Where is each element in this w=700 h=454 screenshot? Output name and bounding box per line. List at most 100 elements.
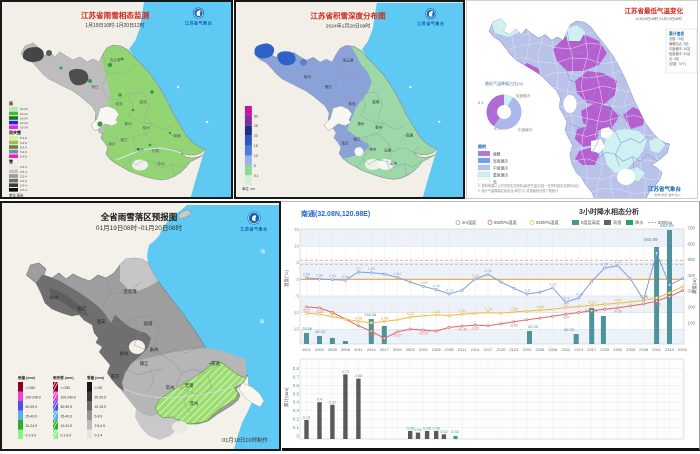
svg-text:泰州: 泰州: [150, 346, 159, 352]
svg-text:连云港: 连云港: [123, 288, 137, 295]
svg-text:2024年1月20日08时: 2024年1月20日08时: [326, 23, 371, 30]
svg-text:5-9.9: 5-9.9: [20, 136, 27, 140]
svg-text:10-24.9: 10-24.9: [26, 424, 38, 428]
svg-text:10: 10: [254, 154, 258, 158]
svg-text:0.02: 0.02: [440, 430, 447, 434]
svg-text:盐城: 盐城: [372, 99, 380, 104]
svg-text:2002: 2002: [315, 347, 325, 352]
svg-text:-8.85: -8.85: [510, 323, 518, 327]
svg-text:单位: cm: 单位: cm: [242, 186, 255, 191]
svg-text:200: 200: [688, 305, 696, 310]
svg-text:0.06: 0.06: [423, 426, 430, 430]
svg-text:10-24: 10-24: [20, 107, 28, 111]
svg-text:400: 400: [688, 273, 696, 278]
svg-text:0.68: 0.68: [355, 374, 362, 378]
svg-text:2. 统计气温降幅达标站点(单位°C) 并按级别分类个数统计: 2. 统计气温降幅达标站点(单位°C) 并按级别分类个数统计: [478, 188, 559, 193]
svg-text:2117: 2117: [484, 347, 493, 352]
svg-text:0: 0: [296, 434, 299, 439]
svg-text:扬州: 扬州: [120, 350, 129, 357]
svg-text:无锡: 无锡: [185, 382, 194, 389]
svg-text:-6.58: -6.58: [354, 317, 362, 321]
svg-text:雨雪: 雨雪: [613, 220, 621, 226]
svg-text:2305: 2305: [626, 347, 636, 352]
svg-text:20-29.9: 20-29.9: [95, 395, 107, 399]
svg-text:2.5-4.9: 2.5-4.9: [95, 424, 106, 428]
svg-text:-5.27: -5.27: [302, 308, 310, 312]
svg-text:50-99.9: 50-99.9: [61, 405, 73, 409]
svg-text:南京: 南京: [108, 141, 116, 146]
svg-text:常州: 常州: [136, 147, 144, 152]
svg-text:49.33: 49.33: [315, 329, 326, 334]
svg-text:1.55: 1.55: [601, 263, 608, 267]
svg-text:0.3: 0.3: [293, 408, 300, 413]
svg-text:-9.85: -9.85: [471, 327, 479, 331]
svg-text:10-24: 10-24: [20, 116, 28, 120]
svg-text:-8.8: -8.8: [563, 316, 569, 320]
svg-text:0.06: 0.06: [407, 426, 414, 430]
svg-text:重度偏冷: 重度偏冷: [493, 172, 508, 177]
svg-text:2208: 2208: [548, 347, 558, 352]
svg-text:雨量 (mm): 雨量 (mm): [18, 375, 36, 380]
svg-text:-4.36: -4.36: [639, 296, 647, 300]
svg-text:2.5-4: 2.5-4: [20, 179, 27, 183]
svg-text:中度偏冷: 36站: 中度偏冷: 36站: [669, 46, 691, 51]
svg-text:单位:毫米: 单位:毫米: [9, 193, 24, 197]
svg-text:海: 海: [259, 318, 264, 325]
svg-text:-5.22: -5.22: [315, 309, 323, 313]
svg-text:-5.4: -5.4: [563, 297, 570, 301]
svg-text:-2.8: -2.8: [524, 288, 531, 292]
svg-text:0.16: 0.16: [342, 275, 349, 279]
svg-text:雨夹雪 (mm): 雨夹雪 (mm): [53, 375, 74, 380]
svg-text:-7.41: -7.41: [458, 309, 466, 313]
svg-text:0.7: 0.7: [293, 374, 300, 379]
svg-text:苏州: 苏州: [157, 161, 165, 166]
svg-text:0.73: 0.73: [342, 370, 349, 374]
svg-text:-4.48: -4.48: [574, 292, 583, 296]
svg-text:2.5-4: 2.5-4: [20, 174, 27, 178]
svg-text:-4.86: -4.86: [652, 303, 660, 307]
svg-text:偏暖: 偏暖: [493, 151, 501, 156]
svg-text:~南通: ~南通: [171, 133, 181, 138]
svg-text:5-9.9: 5-9.9: [20, 145, 27, 149]
svg-text:盐城: 盐城: [144, 320, 153, 327]
svg-text:累计信息: 累计信息: [669, 31, 684, 36]
svg-text:0.4: 0.4: [293, 400, 300, 405]
svg-text:镇江: 镇江: [140, 360, 149, 367]
svg-text:2008: 2008: [341, 347, 351, 352]
svg-text:-5: -5: [295, 293, 299, 298]
svg-text:泰州: 泰州: [142, 125, 150, 130]
svg-text:温度(°C): 温度(°C): [283, 269, 290, 287]
svg-text:5: 5: [254, 164, 256, 168]
svg-text:制作:朱晓 发布:蒋义: 制作:朱晓 发布:蒋义: [654, 192, 681, 197]
svg-text:300: 300: [688, 289, 696, 294]
svg-text:29.35: 29.35: [528, 324, 539, 329]
svg-text:0.64: 0.64: [394, 272, 401, 276]
svg-text:南通(32.08N,120.98E): 南通(32.08N,120.98E): [301, 209, 370, 218]
svg-text:0.37: 0.37: [329, 400, 336, 404]
svg-text:1. 资料来源以上时次的实况资料(最低气温)与前一日同时段实: 1. 资料来源以上时次的实况资料(最低气温)与前一日同时段实况资料对比: [478, 183, 579, 188]
svg-text:无: 0站: 无: 0站: [669, 56, 680, 61]
svg-text:25-49.9: 25-49.9: [61, 414, 73, 418]
svg-text:-6.9: -6.9: [329, 312, 335, 316]
svg-text:-9.85: -9.85: [367, 333, 375, 337]
svg-text:江苏省气象台: 江苏省气象台: [185, 20, 213, 27]
svg-text:2017: 2017: [380, 347, 390, 352]
svg-text:2114: 2114: [471, 347, 480, 352]
svg-text:10-24.9: 10-24.9: [61, 424, 73, 428]
svg-text:75.58: 75.58: [302, 326, 313, 331]
svg-text:2011: 2011: [354, 347, 363, 352]
svg-text:最低气温降幅占比(%): 最低气温降幅占比(%): [485, 80, 524, 86]
svg-text:0.1-9.9: 0.1-9.9: [61, 433, 72, 437]
svg-text:0.06: 0.06: [433, 426, 440, 430]
svg-text:-10.27: -10.27: [392, 333, 402, 337]
svg-text:~南通: ~南通: [208, 360, 220, 367]
svg-text:51.4: 51.4: [494, 126, 503, 131]
svg-text:1.08: 1.08: [484, 269, 491, 273]
svg-text:0.33: 0.33: [451, 430, 458, 434]
svg-text:7.2: 7.2: [654, 248, 659, 252]
svg-text:5: 5: [296, 260, 299, 265]
svg-text:15: 15: [254, 144, 258, 148]
svg-text:0.4: 0.4: [317, 398, 322, 402]
svg-text:0.1: 0.1: [293, 425, 300, 430]
svg-text:雨: 雨: [9, 100, 13, 106]
